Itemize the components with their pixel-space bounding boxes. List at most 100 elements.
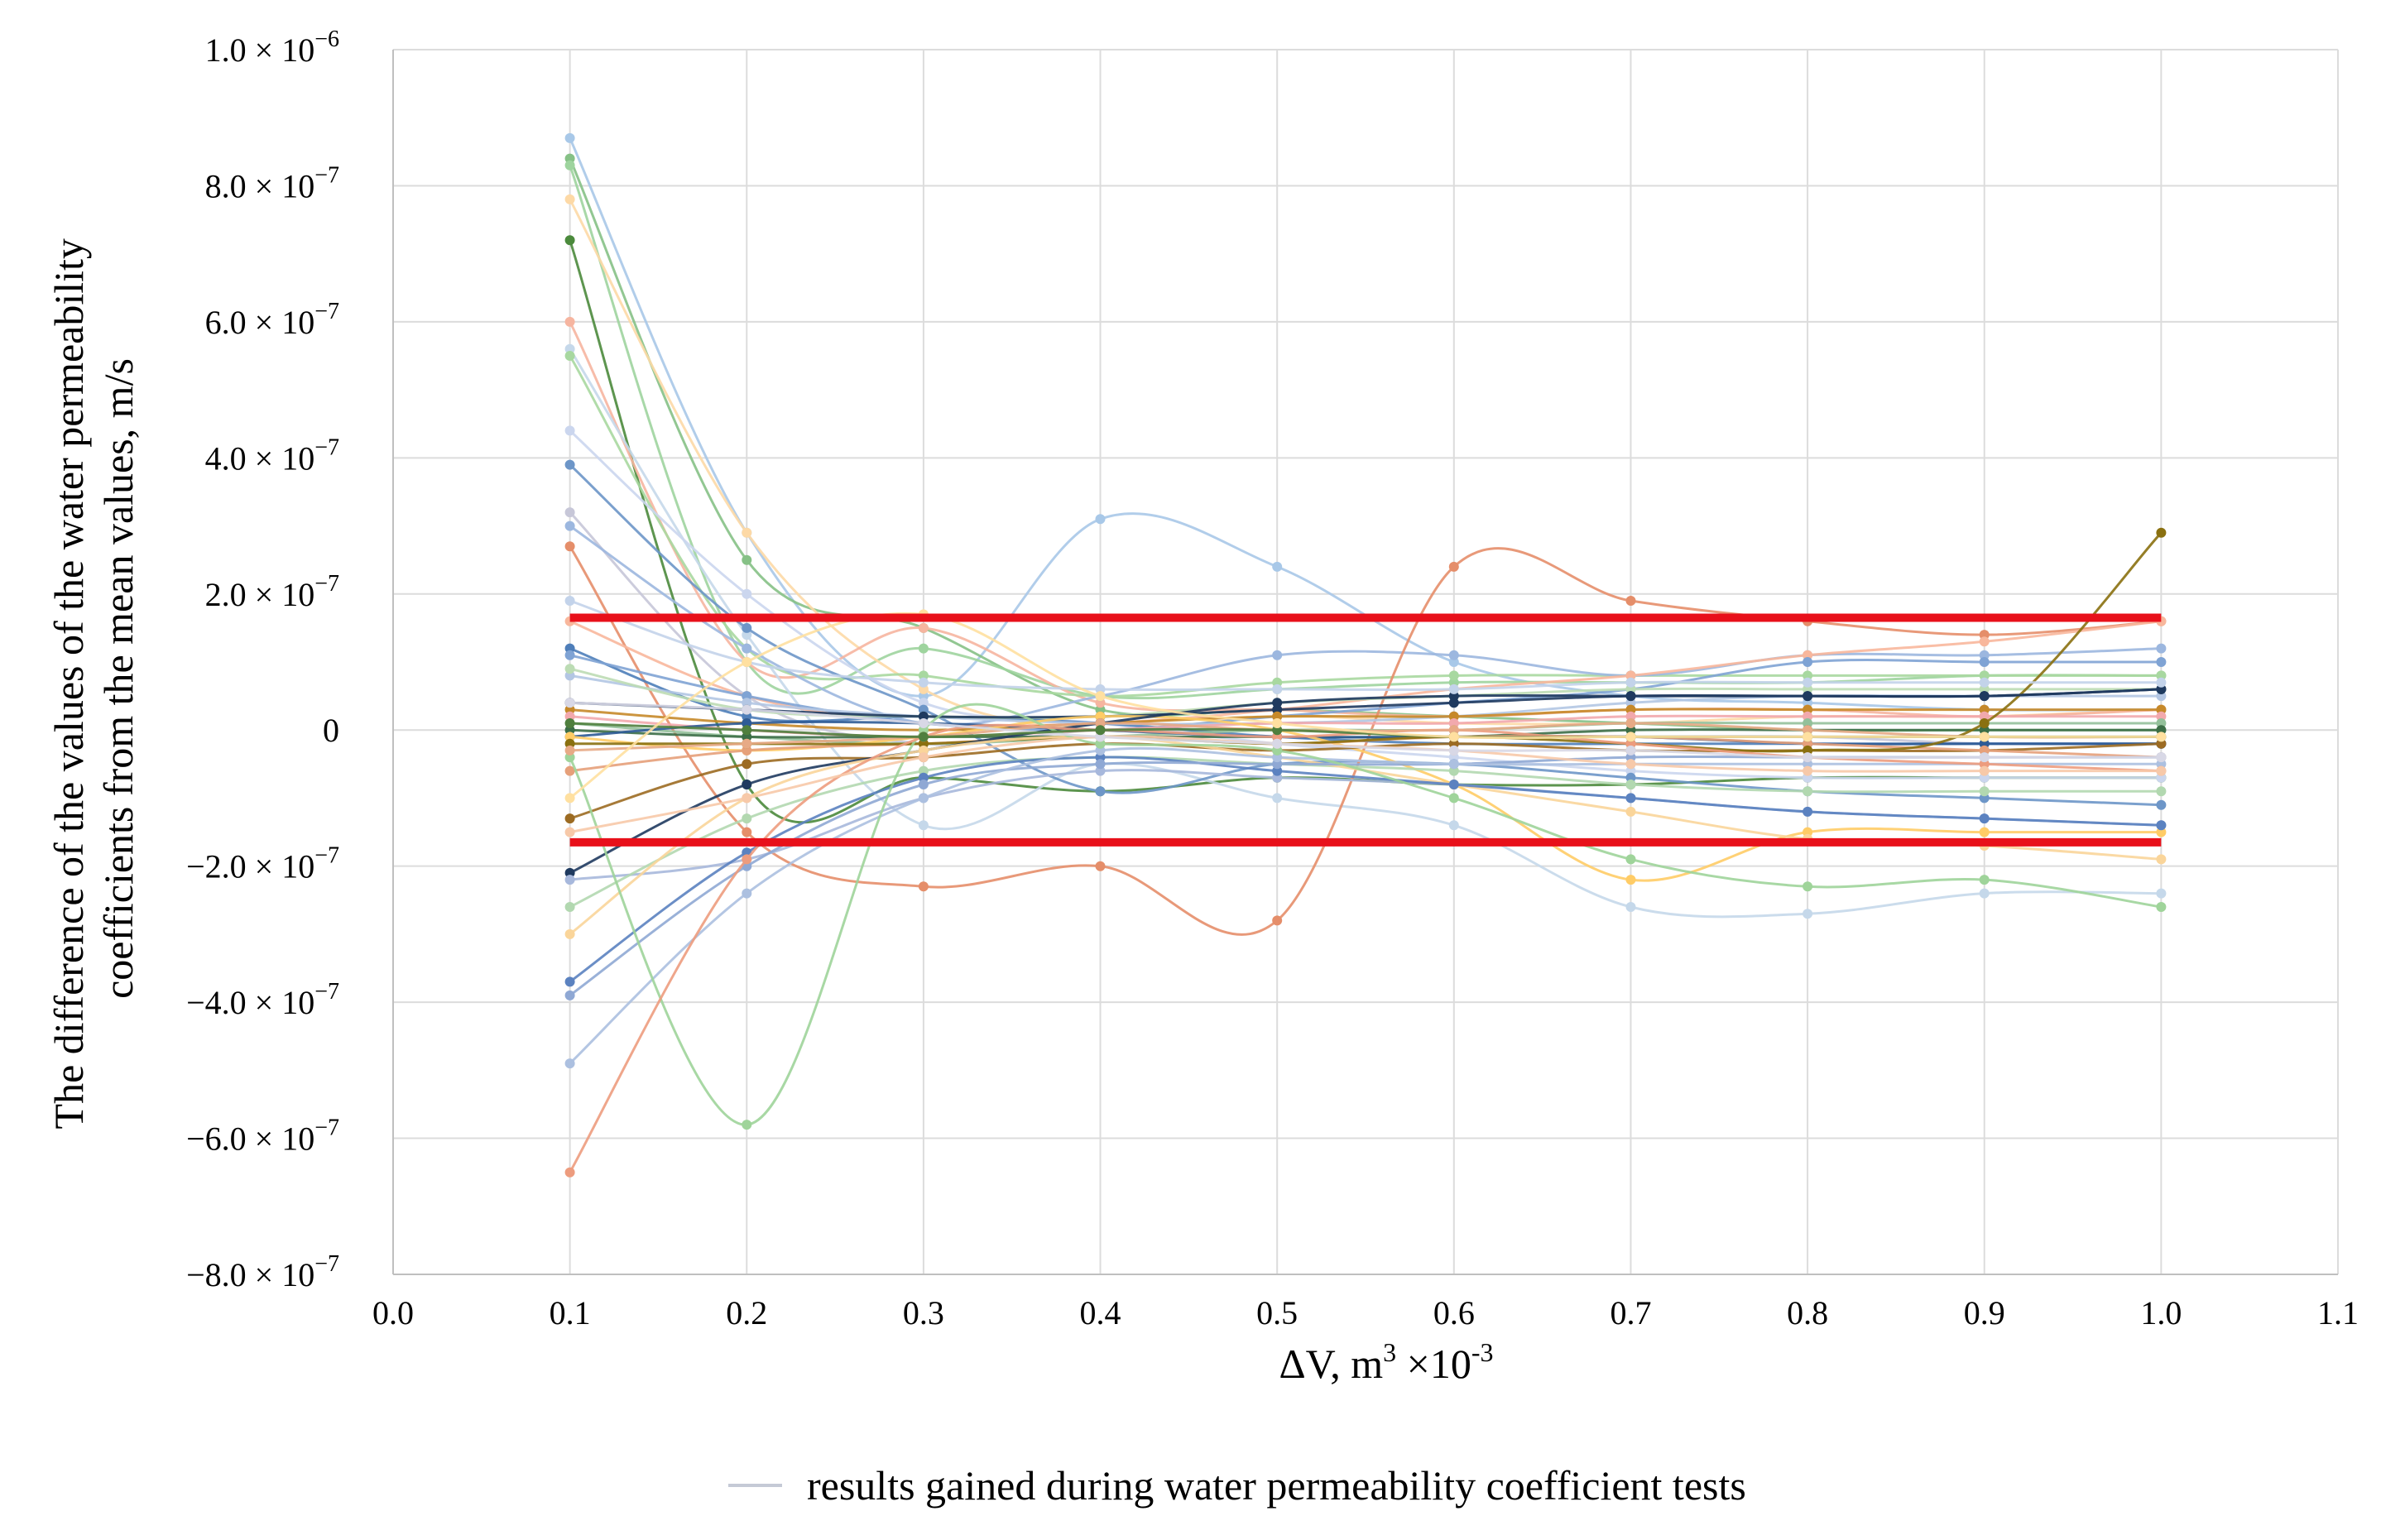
series-1 <box>564 132 2167 715</box>
data-point <box>2156 738 2167 749</box>
series-line <box>569 525 2162 727</box>
data-point <box>1803 759 1813 770</box>
data-point <box>1979 765 1990 776</box>
data-point <box>918 698 929 708</box>
data-point <box>1095 691 1106 702</box>
data-point <box>1448 752 1459 763</box>
data-point <box>1625 704 1636 715</box>
data-point <box>918 711 929 722</box>
data-point <box>564 704 575 715</box>
data-point <box>2156 670 2167 681</box>
data-point <box>1803 698 1813 708</box>
data-point <box>1625 596 1636 606</box>
data-point <box>564 425 575 436</box>
data-point <box>1979 752 1990 763</box>
data-point <box>918 670 929 681</box>
data-point <box>1979 704 1990 715</box>
data-point <box>1625 718 1636 728</box>
data-point <box>2156 827 2167 837</box>
data-point <box>1625 759 1636 770</box>
data-point <box>564 745 575 756</box>
data-point <box>564 664 575 674</box>
axes <box>392 50 2338 1275</box>
data-point <box>1272 745 1283 756</box>
data-point <box>564 316 575 327</box>
data-point <box>1095 698 1106 708</box>
series-43 <box>564 609 2167 804</box>
data-point <box>1625 793 1636 804</box>
data-point <box>2156 752 2167 763</box>
data-point <box>2156 657 2167 667</box>
y-tick-labels: 1.0 × 10−6 8.0 × 10−7 6.0 × 10−7 4.0 × 10−7… <box>186 26 339 1293</box>
data-point <box>1448 698 1459 708</box>
data-point <box>1625 670 1636 681</box>
data-point <box>564 725 575 736</box>
data-point <box>742 745 752 756</box>
series-line <box>569 746 2162 1065</box>
data-point <box>2156 902 2167 912</box>
x-tick-label: 0.6 <box>1433 1294 1475 1331</box>
x-tick-label: 0.5 <box>1256 1294 1298 1331</box>
data-point <box>918 752 929 763</box>
series-line <box>569 723 2162 1173</box>
data-point <box>1448 711 1459 722</box>
data-point <box>1979 786 1990 797</box>
data-point <box>1979 650 1990 660</box>
series-group <box>564 132 2167 1178</box>
data-point <box>1272 738 1283 749</box>
data-point <box>918 780 929 789</box>
data-point <box>564 752 575 763</box>
data-point <box>742 813 752 824</box>
data-point <box>742 622 752 633</box>
series-8 <box>564 351 2167 702</box>
data-point <box>2156 677 2167 688</box>
data-point <box>564 732 575 742</box>
y-axis-title-line-2: coefficients from the mean values, m/s <box>95 358 142 999</box>
data-point <box>564 596 575 606</box>
data-point <box>564 902 575 912</box>
data-point <box>742 630 752 640</box>
series-line <box>569 157 2162 732</box>
data-point <box>1448 684 1459 694</box>
data-point <box>564 507 575 518</box>
data-point <box>1095 765 1106 776</box>
data-point <box>1272 759 1283 770</box>
data-point <box>742 588 752 599</box>
data-point <box>1625 677 1636 688</box>
data-point <box>742 704 752 715</box>
data-point <box>564 670 575 681</box>
data-point <box>1979 718 1990 728</box>
data-point <box>1448 650 1459 660</box>
data-point <box>742 657 752 667</box>
data-point <box>1625 738 1636 749</box>
data-point <box>918 691 929 702</box>
data-point <box>2156 732 2167 742</box>
data-point <box>742 691 752 702</box>
series-line <box>569 545 2162 936</box>
series-line <box>569 355 2162 698</box>
data-point <box>1979 732 1990 742</box>
data-point <box>918 738 929 749</box>
data-point <box>1979 657 1990 667</box>
series-36 <box>564 703 2167 1130</box>
series-line <box>569 701 2162 760</box>
data-point <box>1448 657 1459 667</box>
data-point <box>1448 561 1459 572</box>
series-34 <box>564 752 2167 1000</box>
data-point <box>1095 704 1106 715</box>
data-point <box>1803 684 1813 694</box>
series-line <box>569 756 2162 983</box>
data-point <box>1979 772 1990 783</box>
data-point <box>1803 765 1813 776</box>
data-point <box>564 643 575 654</box>
series-35 <box>564 745 2167 1069</box>
data-point <box>1095 725 1106 736</box>
data-point <box>564 867 575 878</box>
data-point <box>2156 527 2167 538</box>
data-point <box>1095 718 1106 728</box>
data-point <box>1272 752 1283 763</box>
data-point <box>1979 691 1990 702</box>
data-point <box>742 554 752 565</box>
data-point <box>1979 813 1990 824</box>
